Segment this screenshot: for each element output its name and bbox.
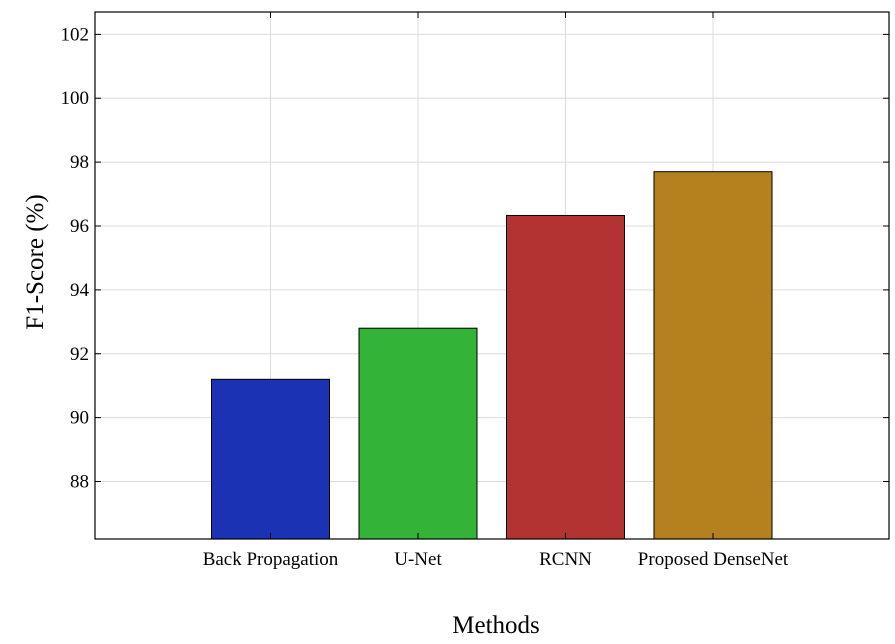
x-tick-label: RCNN bbox=[539, 549, 592, 570]
x-tick-labels: Back Propagation U-Net RCNN Proposed DenseN… bbox=[203, 549, 789, 570]
plot-frame bbox=[94, 11, 890, 540]
y-tick-label: 92 bbox=[70, 344, 89, 365]
y-tick-label: 102 bbox=[61, 24, 90, 45]
y-tick-label: 94 bbox=[70, 280, 90, 301]
y-axis-title: F1-Score (%) bbox=[22, 194, 49, 329]
bar-rcnn bbox=[506, 214, 625, 540]
y-tick-label: 96 bbox=[70, 216, 89, 237]
x-tick-label: U-Net bbox=[394, 549, 442, 570]
y-tick-label: 100 bbox=[61, 88, 90, 109]
bar-back-propagation bbox=[211, 378, 330, 540]
bars bbox=[211, 171, 773, 540]
y-ticks: 88 90 92 94 96 98 100 102 bbox=[61, 12, 889, 539]
y-tick-label: 90 bbox=[70, 408, 89, 429]
y-tick-label: 88 bbox=[70, 472, 89, 493]
x-tick-label: Proposed DenseNet bbox=[638, 549, 789, 570]
bar-u-net bbox=[358, 327, 478, 540]
x-axis-title: Methods bbox=[452, 612, 540, 639]
y-tick-label: 98 bbox=[70, 152, 89, 173]
bar-proposed-densenet bbox=[653, 171, 773, 540]
x-tick-label: Back Propagation bbox=[203, 549, 339, 570]
